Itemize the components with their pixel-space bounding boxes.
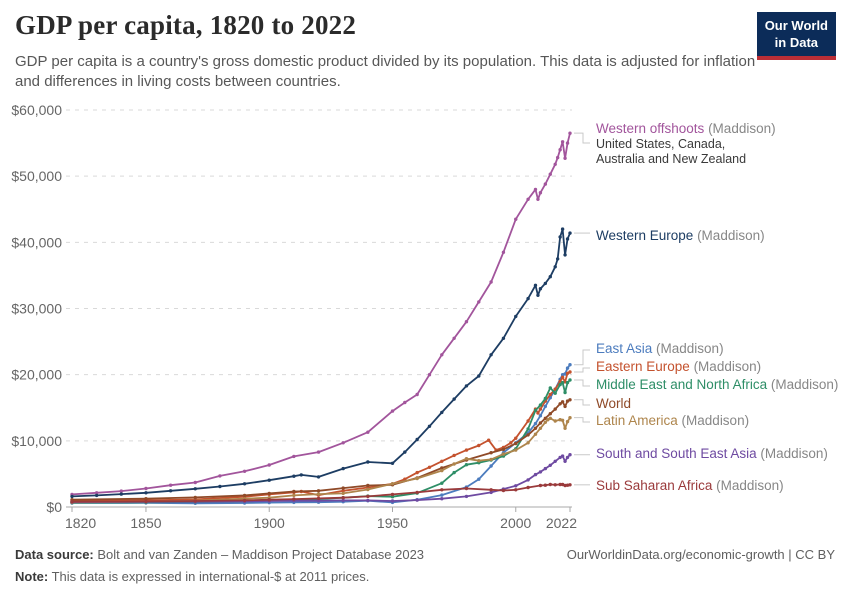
- legend-series-name: Eastern Europe: [596, 359, 690, 374]
- series-line-east-asia[interactable]: [70, 349, 590, 505]
- data-source-label: Data source:: [15, 547, 94, 562]
- credit-link[interactable]: OurWorldinData.org/economic-growth | CC …: [566, 547, 835, 562]
- legend-series-name: Sub Saharan Africa: [596, 478, 713, 493]
- y-axis-tick-label: $0: [46, 499, 62, 515]
- legend-series-name: South and South East Asia: [596, 446, 757, 461]
- legend-item-western-europe[interactable]: Western Europe (Maddison): [596, 228, 765, 243]
- legend-item-south-se-asia[interactable]: South and South East Asia (Maddison): [596, 446, 828, 461]
- legend-series-name: World: [596, 396, 632, 411]
- legend-series-suffix: (Maddison): [767, 377, 839, 392]
- note-label: Note:: [15, 569, 49, 584]
- chart-subtitle: GDP per capita is a country's gross dome…: [15, 53, 756, 91]
- label-connector: [574, 132, 590, 144]
- legend-series-suffix: (Maddison): [689, 359, 762, 374]
- label-connector: [574, 379, 590, 387]
- legend-series-suffix: (Maddison): [704, 121, 776, 136]
- x-axis-tick-label: 1850: [130, 515, 161, 531]
- label-connector: [574, 417, 590, 423]
- x-axis-tick-label: 2022: [546, 515, 577, 531]
- legend-series-suffix: (Maddison): [677, 413, 750, 428]
- y-axis-tick-label: $50,000: [11, 168, 62, 184]
- y-axis-tick-label: $20,000: [11, 367, 62, 383]
- label-connector: [574, 399, 590, 406]
- y-axis-tick-label: $10,000: [11, 433, 62, 449]
- legend-series-suffix: (Maddison): [712, 478, 784, 493]
- y-axis-tick-label: $60,000: [11, 102, 62, 118]
- legend-series-name: Western offshoots: [596, 121, 705, 136]
- legend-item-eastern-europe[interactable]: Eastern Europe (Maddison): [596, 359, 761, 374]
- legend-item-sub-saharan-africa[interactable]: Sub Saharan Africa (Maddison): [596, 478, 784, 493]
- x-axis-tick-label: 1900: [254, 515, 285, 531]
- data-source-line: Data source: Bolt and van Zanden – Maddi…: [15, 547, 424, 562]
- legend-item-latin-america[interactable]: Latin America (Maddison): [596, 413, 749, 428]
- gridlines: $0 $10,000 $20,000 $30,000 $40,000 $50,000 $60…: [11, 102, 572, 515]
- x-axis-tick-label: 1820: [65, 515, 96, 531]
- y-axis-tick-label: $40,000: [11, 234, 62, 250]
- legend-series-suffix: (Maddison): [652, 341, 724, 356]
- legend-series-name: Latin America: [596, 413, 678, 428]
- series-line-eastern-europe[interactable]: [70, 367, 590, 503]
- legend-item-mena[interactable]: Middle East and North Africa (Maddison): [596, 377, 838, 392]
- legend-series-name: East Asia: [596, 341, 653, 356]
- series-line-western-offshoots[interactable]: [70, 131, 590, 497]
- legend-item-world[interactable]: World: [596, 396, 631, 411]
- label-connector: [574, 367, 590, 373]
- note-line: Note: This data is expressed in internat…: [15, 569, 369, 584]
- x-axis: 1820 1850 1900 1950 2000 2022: [65, 506, 577, 531]
- owid-logo[interactable]: Our World in Data: [756, 12, 836, 60]
- legend-sub-label-western-offshoots: United States, Canada, Australia and New …: [596, 137, 747, 166]
- label-connector: [574, 349, 590, 366]
- page-title: GDP per capita, 1820 to 2022: [15, 10, 357, 40]
- x-axis-tick-label: 1950: [377, 515, 408, 531]
- legend-series-name: Western Europe: [596, 228, 694, 243]
- legend-series-suffix: (Maddison): [693, 228, 765, 243]
- y-axis-tick-label: $30,000: [11, 301, 62, 317]
- note-text: This data is expressed in international-…: [48, 569, 370, 584]
- legend-item-western-offshoots[interactable]: Western offshoots (Maddison): [596, 121, 776, 136]
- owid-logo-line1: Our World: [764, 18, 828, 33]
- series-line-south-se-asia[interactable]: [70, 453, 590, 504]
- series-line-latin-america[interactable]: [70, 416, 590, 505]
- series-line-western-europe[interactable]: [70, 227, 590, 499]
- data-source-text: Bolt and van Zanden – Maddison Project D…: [93, 547, 425, 562]
- x-axis-tick-label: 2000: [500, 515, 531, 531]
- legend-series-suffix: (Maddison): [756, 446, 828, 461]
- legend-series-name: Middle East and North Africa: [596, 377, 768, 392]
- owid-logo-line2: in Data: [774, 34, 819, 50]
- chart-canvas[interactable]: $0 $10,000 $20,000 $30,000 $40,000 $50,000 $60…: [0, 90, 850, 560]
- series-line-sub-saharan-africa[interactable]: [70, 482, 590, 504]
- legend-item-east-asia[interactable]: East Asia (Maddison): [596, 341, 724, 356]
